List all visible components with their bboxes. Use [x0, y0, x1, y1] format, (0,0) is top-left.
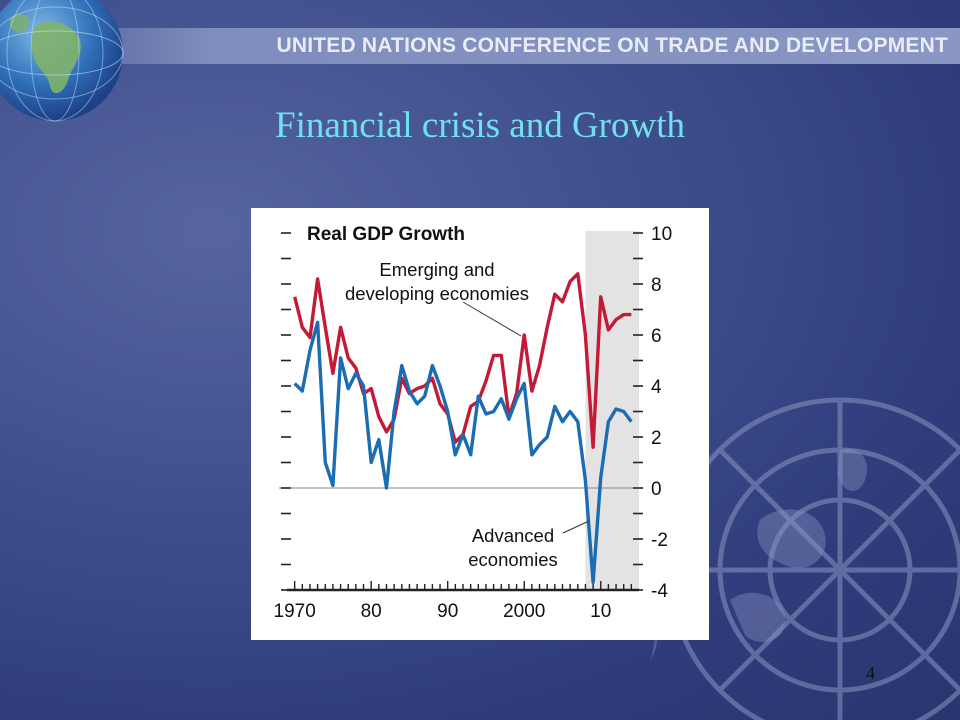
advanced-series-label-line1: Advanced [472, 525, 554, 546]
chart-title: Real GDP Growth [307, 224, 465, 245]
y-tick-label: 8 [651, 275, 662, 296]
x-tick-label: 2000 [503, 601, 545, 622]
slide-title: Financial crisis and Growth [275, 105, 685, 146]
page-number: 4 [866, 663, 875, 683]
series-layer [293, 272, 633, 585]
advanced-series-label-line2: economies [468, 549, 557, 570]
y-tick-label: -2 [651, 530, 668, 551]
advanced-economies-line [293, 320, 633, 585]
chart-panel: -4 -2 0 2 4 6 8 10 1970 80 90 2000 10 Real GDP Grow… [251, 208, 709, 640]
x-axis: 1970 80 90 2000 10 [274, 581, 639, 622]
conference-banner-text: UNITED NATIONS CONFERENCE ON TRADE AND D… [276, 34, 948, 57]
conference-banner: UNITED NATIONS CONFERENCE ON TRADE AND D… [0, 28, 960, 64]
y-tick-label: 0 [651, 479, 662, 500]
annotations [462, 301, 590, 534]
x-tick-label: 90 [437, 601, 458, 622]
globe-logo-icon [0, 0, 124, 122]
x-tick-label: 10 [590, 601, 611, 622]
y-tick-label: 10 [651, 224, 672, 245]
gdp-growth-chart: -4 -2 0 2 4 6 8 10 1970 80 90 2000 10 Real GDP Grow… [274, 224, 673, 622]
right-y-axis: -4 -2 0 2 4 6 8 10 [633, 224, 672, 602]
y-tick-label: -4 [651, 581, 668, 602]
y-tick-label: 2 [651, 428, 662, 449]
y-tick-label: 6 [651, 326, 662, 347]
emerging-series-label-line2: developing economies [345, 283, 529, 304]
x-tick-label: 1970 [274, 601, 316, 622]
emerging-leader-line [462, 301, 522, 337]
advanced-leader-line [562, 520, 590, 534]
emerging-series-label-line1: Emerging and [379, 259, 494, 280]
left-tick-marks [281, 232, 291, 591]
y-tick-label: 4 [651, 377, 662, 398]
x-tick-label: 80 [361, 601, 382, 622]
